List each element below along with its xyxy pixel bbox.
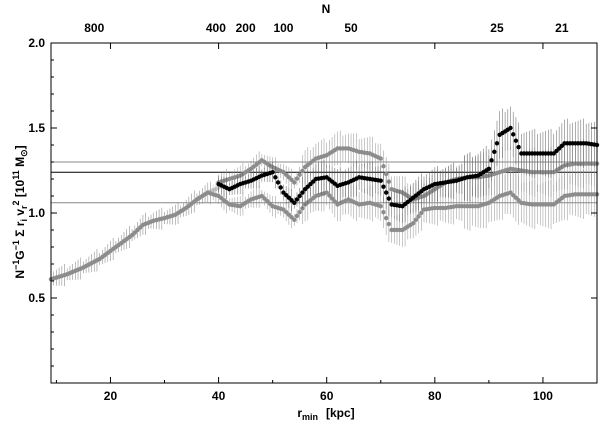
data-point	[383, 190, 389, 195]
data-point	[297, 209, 302, 215]
y-axis-label: N−1G−1 Σ ri vr2 [1011 M⊙]	[11, 145, 29, 278]
x-tick-label: 60	[320, 389, 334, 403]
data-point	[324, 190, 329, 195]
data-point	[494, 141, 500, 146]
data-point	[416, 214, 421, 219]
data-point	[516, 144, 521, 150]
y-axis-label-part: −1	[11, 240, 21, 250]
data-point	[297, 193, 302, 199]
y-axis-label-part: G	[13, 250, 27, 259]
data-point	[275, 180, 281, 185]
data-point	[508, 125, 513, 131]
data-point	[294, 176, 300, 181]
data-point	[327, 193, 332, 198]
y-axis-label-part: 2	[11, 200, 21, 205]
x-tick-label: 100	[533, 389, 553, 403]
data-point	[273, 175, 278, 180]
top-tick-label: 21	[555, 21, 569, 35]
tick-labels: 20 40 60 80 100 0.5 1.0 1.5 2.0 800 400 200 100 50 25 2…	[28, 21, 569, 403]
plot-frame	[50, 42, 598, 384]
data-point	[513, 138, 519, 143]
y-axis-label-part: v	[13, 209, 27, 219]
data-point	[292, 180, 297, 185]
data-point	[383, 215, 389, 221]
data-point	[410, 221, 416, 226]
y-axis-label-part: M	[13, 157, 27, 170]
y-axis-label-part: i	[19, 219, 29, 222]
series-layer	[48, 106, 600, 287]
top-axis-label: N	[322, 2, 331, 16]
y-tick-label: 2.0	[28, 36, 45, 50]
top-tick-label: 100	[273, 21, 293, 35]
data-point	[292, 217, 297, 222]
x-axis-label-sub: min	[302, 412, 318, 422]
x-tick-label: 20	[104, 389, 118, 403]
data-point	[486, 166, 492, 171]
y-axis-label-part: Σ r	[13, 221, 27, 240]
top-tick-label: 400	[206, 21, 226, 35]
data-point	[300, 190, 305, 195]
x-tick-label: 80	[428, 389, 442, 403]
y-tick-label: 1.5	[28, 121, 45, 135]
y-axis-label-part: [10	[13, 179, 27, 200]
data-point	[329, 196, 335, 201]
tick-marks	[51, 42, 598, 383]
data-point	[300, 168, 305, 174]
y-tick-label: 0.5	[28, 291, 45, 305]
y-axis-label-part: ]	[13, 145, 27, 149]
data-point	[383, 171, 389, 177]
data-point	[278, 185, 283, 190]
data-point	[378, 178, 383, 183]
data-point	[294, 213, 300, 219]
x-axis-label: rmin [kpc]	[297, 406, 354, 422]
data-point	[492, 149, 497, 154]
y-axis-label-part: 11	[11, 170, 21, 180]
top-tick-label: 50	[344, 21, 358, 35]
top-tick-label: 25	[490, 21, 504, 35]
x-axis-label-unit: [kpc]	[326, 406, 355, 420]
series-1	[48, 169, 600, 287]
top-tick-label: 800	[84, 21, 104, 35]
y-axis-label-part: r	[19, 205, 29, 209]
data-point	[297, 172, 302, 177]
data-point	[511, 132, 516, 137]
y-axis-label-part: N	[13, 270, 27, 279]
data-point	[292, 200, 297, 205]
data-point	[381, 164, 386, 169]
data-point	[378, 156, 383, 161]
top-tick-label: 200	[236, 21, 256, 35]
data-point	[294, 197, 300, 202]
series-3	[216, 106, 600, 224]
x-tick-label: 40	[212, 389, 226, 403]
x-axis-label-main: r	[297, 406, 302, 420]
y-axis-label-part: −1	[11, 260, 21, 270]
data-point	[381, 209, 386, 215]
data-point	[378, 204, 383, 209]
data-point	[489, 158, 494, 163]
y-axis-label-part: ⊙	[19, 149, 29, 157]
data-point	[386, 196, 392, 201]
data-point	[386, 221, 392, 227]
data-point	[381, 184, 386, 189]
data-point	[332, 199, 338, 204]
data-point	[413, 217, 419, 222]
y-tick-label: 1.0	[28, 206, 45, 220]
data-point	[270, 170, 275, 175]
